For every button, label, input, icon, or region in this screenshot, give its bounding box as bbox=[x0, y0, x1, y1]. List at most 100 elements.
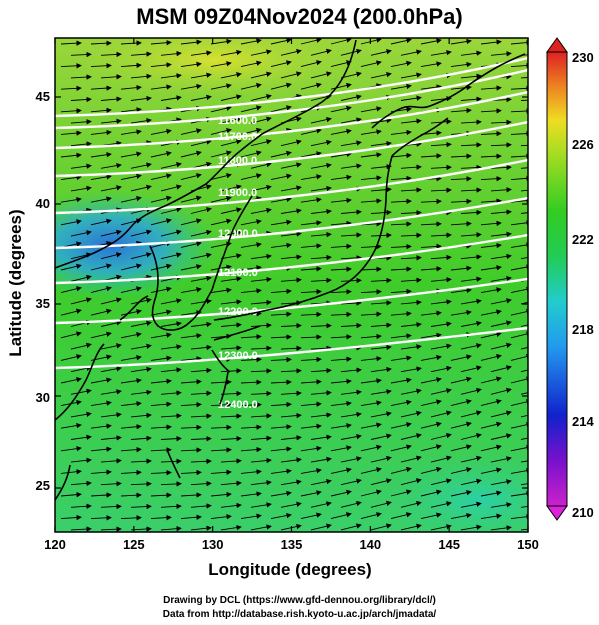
wind-arrow bbox=[330, 38, 352, 45]
wind-arrow bbox=[340, 300, 362, 306]
wind-arrow bbox=[90, 469, 112, 475]
wind-arrow bbox=[330, 220, 352, 227]
wind-arrow bbox=[420, 377, 442, 384]
wind-arrow bbox=[250, 207, 272, 214]
wind-arrow bbox=[310, 345, 332, 351]
wind-arrow bbox=[240, 469, 262, 475]
wind-arrow bbox=[420, 221, 442, 227]
wind-arrow bbox=[190, 480, 212, 487]
wind-arrow bbox=[450, 265, 472, 271]
wind-arrow bbox=[400, 523, 422, 531]
wind-arrow bbox=[160, 162, 182, 169]
credit-drawing: Drawing by DCL (https://www.gfd-dennou.o… bbox=[163, 595, 436, 606]
wind-arrow bbox=[460, 365, 482, 373]
wind-arrow bbox=[240, 105, 262, 113]
wind-arrow bbox=[460, 50, 482, 56]
wind-arrow bbox=[420, 399, 442, 407]
wind-arrow bbox=[490, 342, 512, 350]
wind-arrow bbox=[330, 400, 352, 407]
wind-arrow bbox=[90, 63, 112, 69]
wind-arrow bbox=[150, 128, 172, 135]
wind-arrow bbox=[100, 458, 122, 464]
wind-arrow bbox=[340, 367, 362, 373]
wind-arrow bbox=[130, 252, 152, 260]
wind-arrow bbox=[300, 423, 322, 430]
wind-arrow bbox=[330, 174, 352, 181]
height-contour bbox=[55, 233, 528, 285]
wind-arrow bbox=[180, 401, 202, 408]
wind-arrow bbox=[360, 444, 382, 452]
wind-arrow bbox=[330, 334, 352, 340]
wind-arrow bbox=[100, 481, 122, 487]
wind-arrow bbox=[430, 187, 452, 193]
wind-arrow bbox=[190, 229, 212, 237]
wind-arrow bbox=[100, 297, 122, 305]
wind-arrow bbox=[270, 60, 292, 68]
wind-arrow bbox=[480, 153, 502, 159]
wind-arrow bbox=[400, 321, 422, 328]
wind-arrow bbox=[120, 492, 142, 498]
wind-arrow bbox=[490, 209, 512, 215]
wind-arrow bbox=[180, 83, 202, 90]
wind-arrow bbox=[280, 435, 302, 441]
wind-arrow bbox=[210, 402, 232, 408]
wind-arrow bbox=[90, 218, 112, 226]
wind-arrow bbox=[150, 355, 172, 361]
wind-arrow bbox=[60, 152, 82, 158]
wind-arrow bbox=[390, 311, 412, 317]
wind-arrow bbox=[220, 116, 242, 124]
wind-arrow bbox=[120, 84, 142, 91]
wind-arrow bbox=[270, 424, 292, 430]
wind-arrow bbox=[300, 379, 322, 385]
wind-arrow bbox=[90, 400, 112, 407]
wind-arrow bbox=[70, 480, 92, 487]
wind-arrow bbox=[400, 478, 422, 486]
wind-arrow bbox=[150, 62, 172, 68]
wind-arrow bbox=[190, 367, 212, 374]
wind-arrow bbox=[220, 390, 242, 397]
wind-arrow bbox=[120, 332, 142, 339]
wind-arrow bbox=[220, 49, 242, 56]
wind-arrow bbox=[100, 526, 122, 532]
wind-arrow bbox=[480, 421, 502, 429]
wind-arrow bbox=[430, 455, 452, 463]
wind-arrow bbox=[330, 82, 352, 90]
wind-arrow bbox=[150, 469, 172, 476]
wind-arrow bbox=[460, 276, 482, 282]
wind-arrow bbox=[340, 523, 362, 531]
wind-arrow bbox=[370, 163, 392, 170]
wind-arrow bbox=[390, 489, 412, 497]
wind-arrow bbox=[300, 512, 322, 520]
wind-arrow bbox=[460, 343, 482, 350]
wind-arrow bbox=[150, 286, 172, 294]
wind-arrow bbox=[90, 377, 112, 384]
wind-arrow bbox=[300, 288, 322, 295]
wind-arrow bbox=[390, 243, 412, 250]
wind-arrow bbox=[340, 322, 362, 329]
wind-arrow bbox=[210, 195, 232, 203]
wind-arrow bbox=[120, 469, 142, 476]
colorbar bbox=[546, 37, 568, 521]
wind-arrow bbox=[480, 444, 502, 452]
wind-arrow bbox=[450, 153, 472, 159]
wind-arrow bbox=[520, 346, 528, 350]
colorbar-tick-label: 222 bbox=[572, 232, 594, 247]
wind-arrow bbox=[220, 502, 242, 509]
wind-arrow bbox=[270, 379, 292, 385]
wind-arrow bbox=[90, 129, 112, 136]
wind-arrow bbox=[390, 333, 412, 339]
wind-arrow bbox=[490, 298, 512, 305]
wind-arrow bbox=[70, 457, 92, 464]
wind-arrow bbox=[360, 152, 382, 158]
wind-arrow bbox=[280, 48, 302, 56]
wind-arrow bbox=[480, 354, 502, 361]
wind-arrow bbox=[210, 38, 232, 45]
wind-arrow bbox=[190, 413, 212, 419]
wind-arrow bbox=[220, 276, 242, 282]
wind-arrow bbox=[130, 118, 152, 124]
wind-arrow bbox=[490, 275, 512, 282]
wind-arrow bbox=[240, 446, 262, 453]
wind-arrow bbox=[420, 444, 442, 452]
wind-arrow bbox=[430, 232, 452, 238]
wind-arrow bbox=[340, 500, 362, 508]
